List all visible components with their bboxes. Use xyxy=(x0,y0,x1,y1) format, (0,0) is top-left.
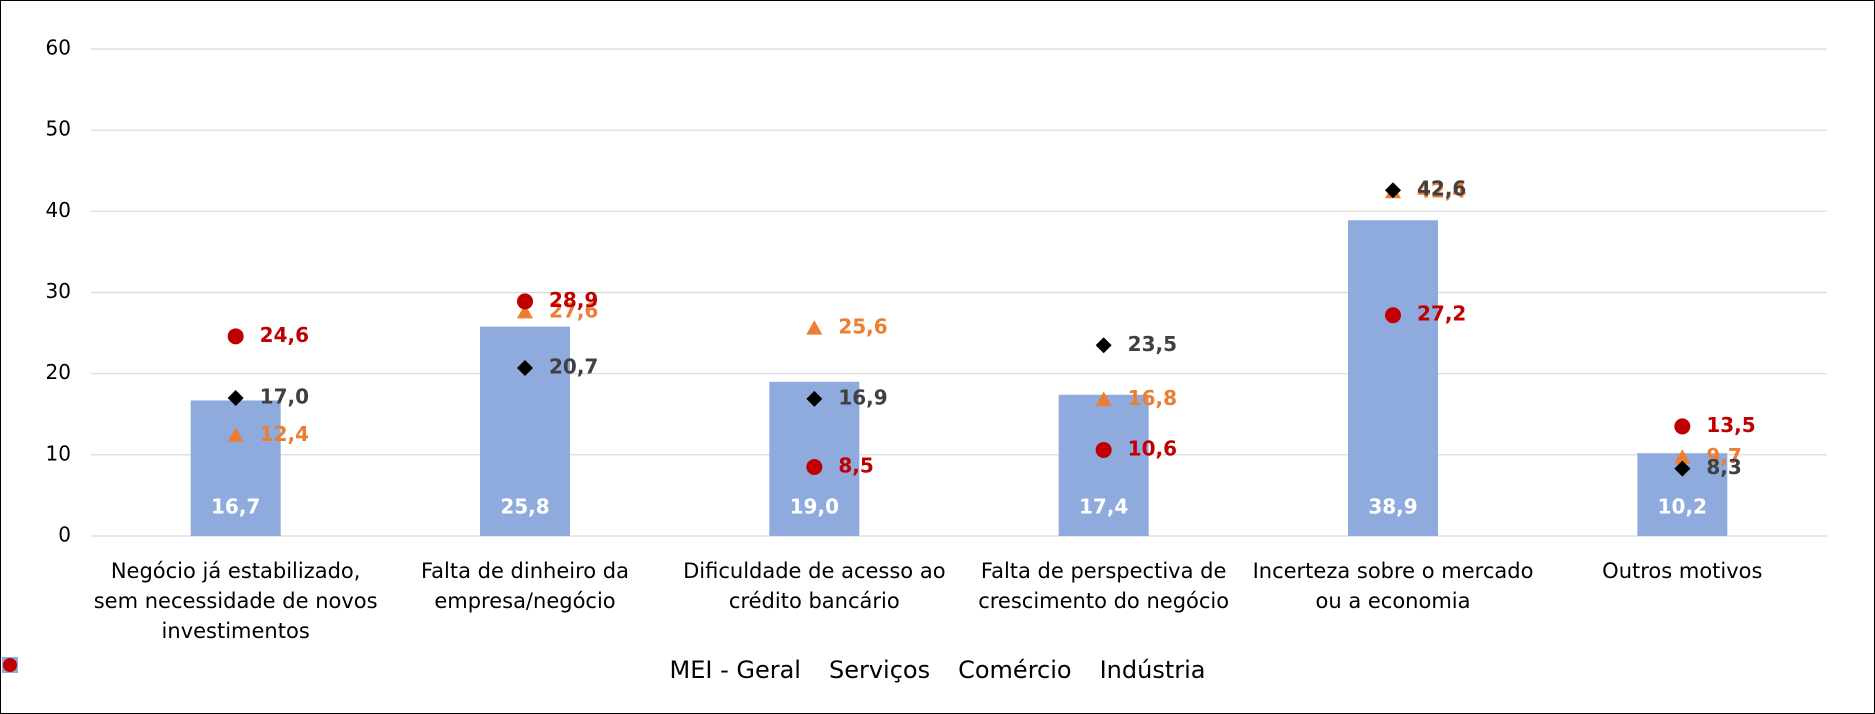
x-tick-label: Dificuldade de acesso ao crédito bancári… xyxy=(683,559,946,613)
x-tick-label: Falta de dinheiro da empresa/negócio xyxy=(421,559,629,613)
legend-label: Comércio xyxy=(958,656,1072,684)
x-tick-label: Falta de perspectiva de crescimento do n… xyxy=(978,559,1230,613)
bar-value-label: 16,7 xyxy=(211,495,260,519)
point-value-label: 10,6 xyxy=(1128,436,1177,460)
legend: MEI - Geral Serviços Comércio Indústria xyxy=(1,656,1874,684)
bar-value-label: 10,2 xyxy=(1658,495,1707,519)
marker xyxy=(806,320,823,335)
legend-icon xyxy=(3,658,17,672)
marker xyxy=(227,427,244,442)
point-value-label: 27,6 xyxy=(549,298,598,322)
point-value-label: 16,8 xyxy=(1128,386,1177,410)
bar-value-label: 38,9 xyxy=(1368,495,1417,519)
marker xyxy=(3,658,17,672)
marker xyxy=(1095,391,1112,407)
y-tick-label: 30 xyxy=(46,279,71,303)
point-value-label: 42,6 xyxy=(1417,177,1466,201)
legend-item: MEI - Geral xyxy=(2,656,801,684)
bar-value-label: 25,8 xyxy=(500,495,549,519)
point-value-label: 17,0 xyxy=(260,385,309,409)
point-value-label: 8,3 xyxy=(1706,455,1741,479)
point-value-label: 23,5 xyxy=(1128,332,1177,356)
marker xyxy=(1674,460,1691,477)
marker xyxy=(1674,418,1691,435)
x-tick-label: Negócio já estabilizado, sem necessidade… xyxy=(93,559,378,643)
x-tick-label: Incerteza sobre o mercado ou a economia xyxy=(1252,559,1534,613)
y-tick-label: 40 xyxy=(46,198,71,222)
marker xyxy=(806,459,823,476)
point-value-label: 42,4 xyxy=(1417,178,1466,202)
y-tick-label: 10 xyxy=(46,441,71,465)
y-tick-label: 0 xyxy=(58,523,71,547)
marker xyxy=(1385,307,1401,324)
bar xyxy=(1058,394,1149,536)
point-value-label: 20,7 xyxy=(549,354,598,378)
y-tick-label: 20 xyxy=(46,360,71,384)
marker xyxy=(806,390,823,407)
legend-label: Indústria xyxy=(1099,656,1206,684)
marker xyxy=(227,328,244,345)
bar xyxy=(190,400,281,536)
point-value-label: 25,6 xyxy=(838,315,887,339)
point-value-label: 8,5 xyxy=(838,454,873,478)
point-value-label: 16,9 xyxy=(838,385,887,409)
x-tick-label: Outros motivos xyxy=(1602,559,1763,583)
point-value-label: 12,4 xyxy=(260,422,309,446)
point-value-label: 24,6 xyxy=(260,323,309,347)
legend-label: Serviços xyxy=(828,656,931,684)
y-tick-label: 60 xyxy=(46,36,71,60)
point-value-label: 28,9 xyxy=(549,288,598,312)
marker xyxy=(1095,337,1112,354)
marker xyxy=(517,359,533,376)
marker xyxy=(1674,449,1691,464)
legend-item: Indústria xyxy=(3,656,1206,684)
bar-value-label: 17,4 xyxy=(1079,495,1128,519)
point-value-label: 27,2 xyxy=(1417,302,1466,326)
legend-label: MEI - Geral xyxy=(669,656,801,684)
point-value-label: 13,5 xyxy=(1706,413,1755,437)
legend-item: Serviços xyxy=(3,656,931,684)
bar xyxy=(1348,220,1438,537)
legend-item: Comércio xyxy=(3,656,1072,684)
bar-value-label: 19,0 xyxy=(790,495,839,519)
point-value-label: 9,7 xyxy=(1706,444,1741,468)
marker xyxy=(227,390,244,407)
y-tick-label: 50 xyxy=(46,117,71,141)
marker xyxy=(517,303,533,319)
marker xyxy=(1095,441,1112,458)
bar xyxy=(769,381,860,536)
marker xyxy=(1385,182,1401,199)
marker xyxy=(517,293,533,310)
